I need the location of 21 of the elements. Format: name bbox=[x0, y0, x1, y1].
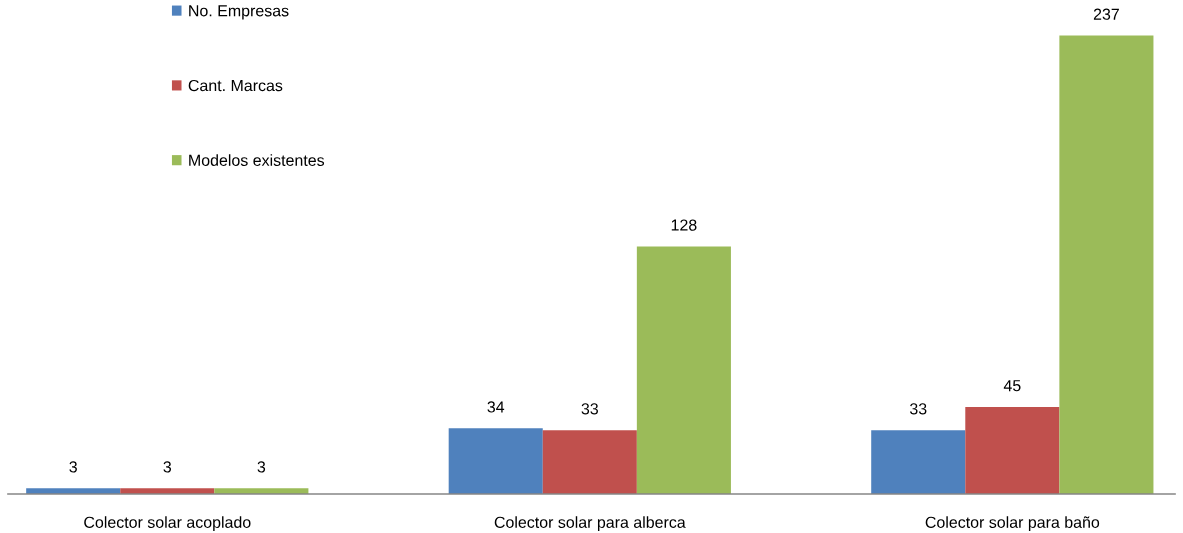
data-label: 45 bbox=[1003, 380, 1021, 392]
data-label: 128 bbox=[671, 219, 697, 231]
data-label: 3 bbox=[69, 461, 77, 473]
legend-label: Cant. Marcas bbox=[188, 79, 283, 92]
legend-label: Modelos existentes bbox=[189, 154, 325, 166]
data-label: 33 bbox=[581, 403, 598, 415]
data-label: 3 bbox=[163, 461, 172, 473]
x-tick-label: Colector solar acoplado bbox=[84, 516, 251, 532]
data-label: 34 bbox=[487, 401, 505, 413]
x-tick-label: Colector solar para alberca bbox=[494, 516, 686, 532]
data-label: 3 bbox=[257, 461, 266, 473]
bar bbox=[965, 406, 1060, 494]
bar bbox=[448, 428, 543, 494]
bar bbox=[636, 246, 731, 494]
bar bbox=[1059, 35, 1154, 494]
legend-label: No. Empresas bbox=[189, 5, 289, 20]
bar bbox=[871, 430, 966, 494]
data-label: 237 bbox=[1093, 8, 1119, 20]
data-label: 33 bbox=[909, 403, 927, 415]
x-tick-label: Colector solar para baño bbox=[925, 516, 1100, 532]
bar bbox=[542, 430, 637, 494]
